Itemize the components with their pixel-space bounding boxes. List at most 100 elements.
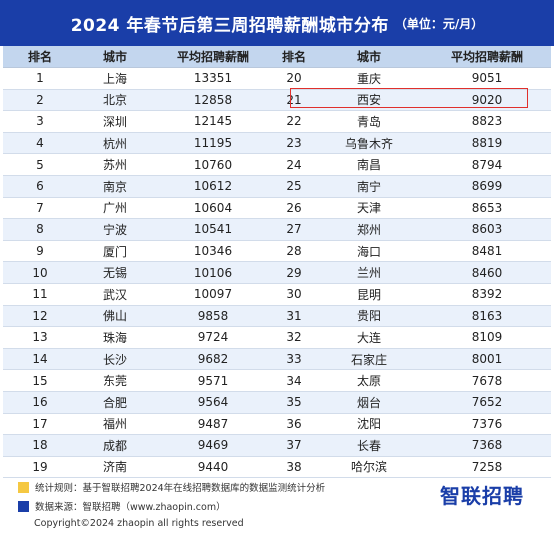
salary-table: 排名 城市 平均招聘薪酬 排名 城市 平均招聘薪酬 1 上海 13351 20 重庆 90… [3,46,551,479]
city-cell: 上海 [77,67,153,90]
salary-cell: 7368 [423,434,551,457]
city-cell: 东莞 [77,369,153,392]
city-cell: 南昌 [315,153,423,176]
rank-cell: 10 [3,261,77,284]
rank-cell: 19 [3,456,77,479]
rank-cell: 27 [273,218,315,241]
salary-cell: 8819 [423,132,551,155]
table-row: 16 合肥 9564 35 烟台 7652 [3,391,551,414]
rank-cell: 1 [3,67,77,90]
salary-cell: 12858 [153,89,273,112]
table-body: 1 上海 13351 20 重庆 9051 2 北京 12858 21 西安 9020 3 深圳 12145… [3,67,551,479]
city-cell: 合肥 [77,391,153,414]
salary-cell: 9469 [153,434,273,457]
rank-cell: 31 [273,305,315,328]
rank-cell: 35 [273,391,315,414]
rank-cell: 36 [273,413,315,436]
salary-cell: 7258 [423,456,551,479]
salary-cell: 10346 [153,240,273,263]
note-source-text: 数据来源：智联招聘（www.zhaopin.com） [35,502,226,513]
table-row: 13 珠海 9724 32 大连 8109 [3,326,551,349]
salary-cell: 8794 [423,153,551,176]
rank-cell: 7 [3,197,77,220]
city-cell: 太原 [315,369,423,392]
city-cell: 昆明 [315,283,423,306]
city-cell: 重庆 [315,67,423,90]
salary-cell: 8653 [423,197,551,220]
table-row: 6 南京 10612 25 南宁 8699 [3,175,551,198]
table-row: 19 济南 9440 38 哈尔滨 7258 [3,456,551,479]
salary-cell: 10106 [153,261,273,284]
rank-cell: 4 [3,132,77,155]
salary-cell: 10097 [153,283,273,306]
yellow-swatch-icon [18,481,29,493]
rank-cell: 15 [3,369,77,392]
salary-cell: 8109 [423,326,551,349]
city-cell: 武汉 [77,283,153,306]
salary-cell: 9051 [423,67,551,90]
salary-cell: 9487 [153,413,273,436]
city-cell: 乌鲁木齐 [315,132,423,155]
city-cell: 沈阳 [315,413,423,436]
salary-cell: 10541 [153,218,273,241]
rank-cell: 13 [3,326,77,349]
salary-cell: 9682 [153,348,273,371]
rank-cell: 22 [273,110,315,133]
city-cell: 兰州 [315,261,423,284]
rank-cell: 12 [3,305,77,328]
rank-cell: 29 [273,261,315,284]
city-cell: 天津 [315,197,423,220]
salary-cell: 8163 [423,305,551,328]
rank-cell: 21 [273,89,315,112]
salary-cell: 9440 [153,456,273,479]
salary-cell: 9858 [153,305,273,328]
rank-cell: 32 [273,326,315,349]
salary-cell: 8001 [423,348,551,371]
salary-cell: 8481 [423,240,551,263]
city-cell: 福州 [77,413,153,436]
blue-swatch-icon [18,500,29,512]
rank-cell: 11 [3,283,77,306]
city-cell: 郑州 [315,218,423,241]
col-salary-right: 平均招聘薪酬 [423,46,551,68]
salary-cell: 8699 [423,175,551,198]
city-cell: 北京 [77,89,153,112]
page-header: 2024 年春节后第三周招聘薪酬城市分布 （单位：元/月） [0,0,554,46]
table-row: 10 无锡 10106 29 兰州 8460 [3,261,551,284]
salary-cell: 9571 [153,369,273,392]
city-cell: 烟台 [315,391,423,414]
rank-cell: 5 [3,153,77,176]
table-row: 4 杭州 11195 23 乌鲁木齐 8819 [3,132,551,155]
city-cell: 贵阳 [315,305,423,328]
salary-cell: 13351 [153,67,273,90]
city-cell: 南宁 [315,175,423,198]
city-cell: 南京 [77,175,153,198]
table-row: 8 宁波 10541 27 郑州 8603 [3,218,551,241]
rank-cell: 24 [273,153,315,176]
salary-cell: 8392 [423,283,551,306]
salary-cell: 7678 [423,369,551,392]
rank-cell: 2 [3,89,77,112]
city-cell: 青岛 [315,110,423,133]
salary-cell: 8460 [423,261,551,284]
table-row: 9 厦门 10346 28 海口 8481 [3,240,551,263]
table-row: 14 长沙 9682 33 石家庄 8001 [3,348,551,371]
rank-cell: 37 [273,434,315,457]
rank-cell: 38 [273,456,315,479]
col-rank-left: 排名 [3,46,77,68]
col-city-left: 城市 [77,46,153,68]
city-cell: 厦门 [77,240,153,263]
rank-cell: 6 [3,175,77,198]
copyright: Copyright©2024 zhaopin all rights reserv… [34,518,244,529]
rank-cell: 34 [273,369,315,392]
rank-cell: 9 [3,240,77,263]
city-cell: 珠海 [77,326,153,349]
city-cell: 西安 [315,89,423,112]
salary-cell: 10604 [153,197,273,220]
rank-cell: 3 [3,110,77,133]
salary-cell: 10612 [153,175,273,198]
col-city-right: 城市 [315,46,423,68]
rank-cell: 30 [273,283,315,306]
rank-cell: 28 [273,240,315,263]
table-row: 3 深圳 12145 22 青岛 8823 [3,110,551,133]
